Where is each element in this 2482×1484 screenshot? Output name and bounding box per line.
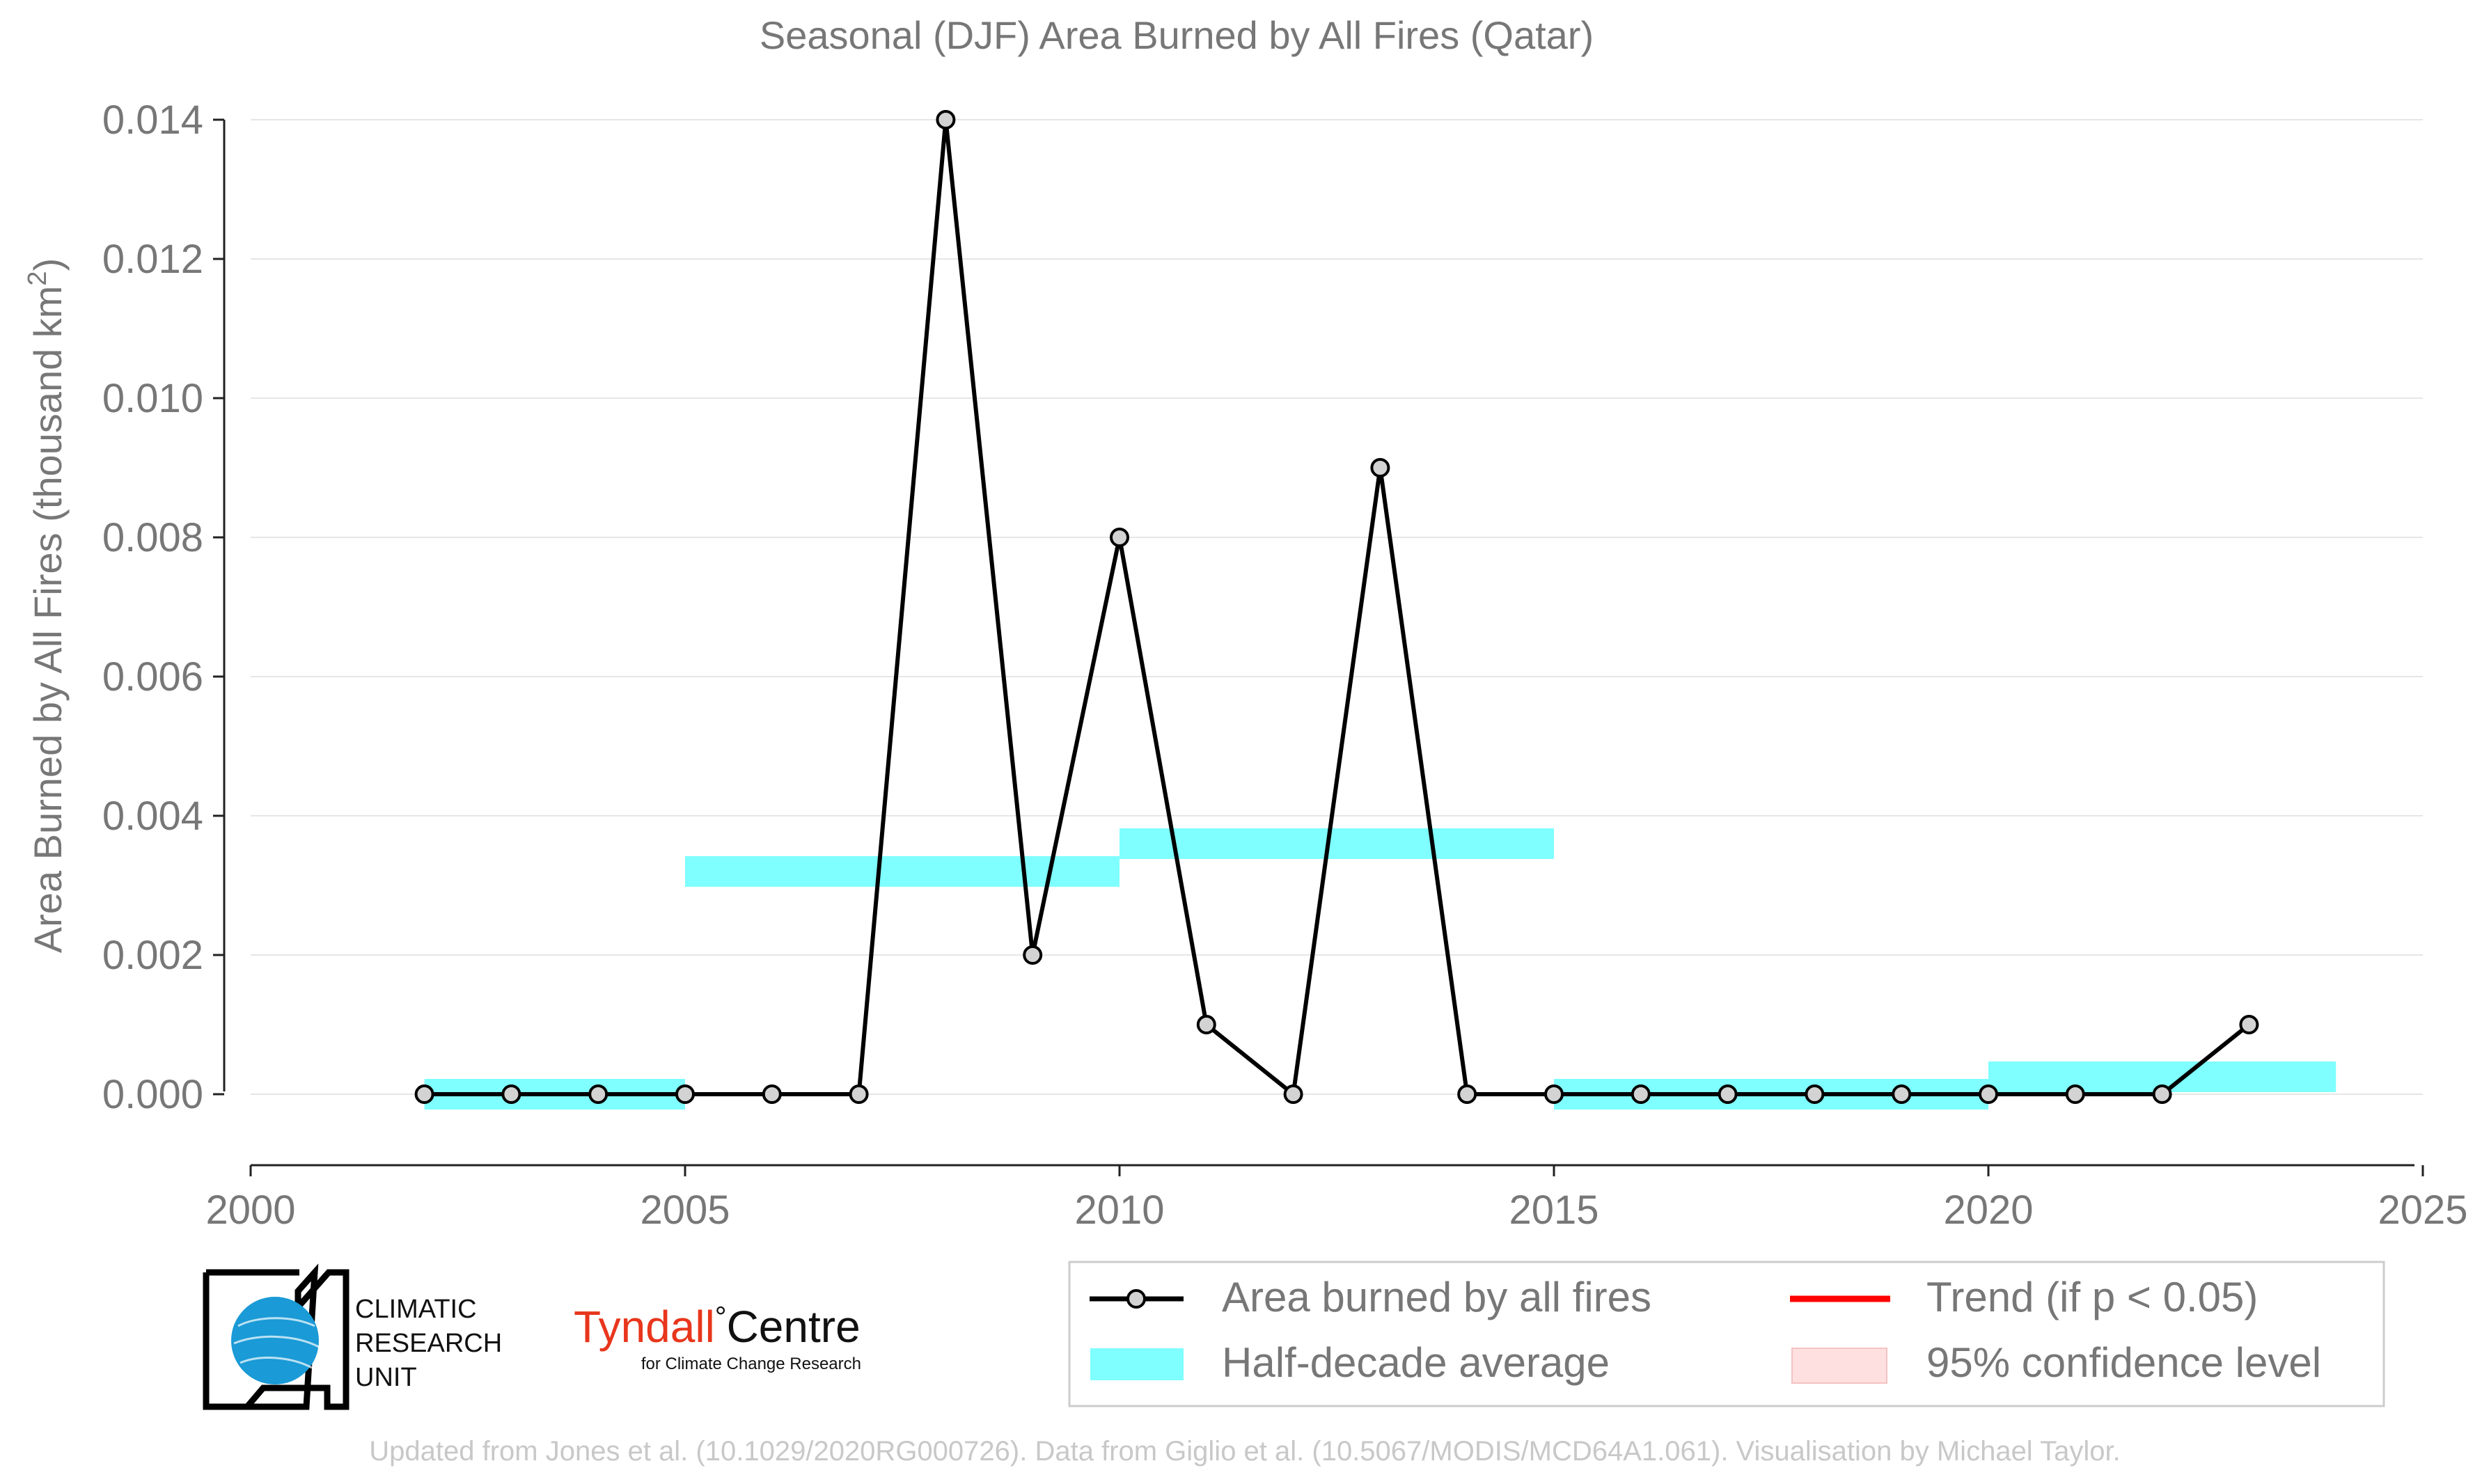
footer-credit: Updated from Jones et al. (10.1029/2020R…	[369, 1436, 2120, 1467]
y-tick-label: 0.006	[102, 654, 203, 700]
legend-swatch-band	[1090, 1348, 1184, 1380]
legend-label-trend: Trend (if p < 0.05)	[1926, 1274, 2258, 1320]
data-point	[1110, 528, 1129, 547]
svg-text:Tyndall°Centre: Tyndall°Centre	[574, 1300, 861, 1352]
data-point	[1544, 1084, 1564, 1104]
cru-logo-line3: UNIT	[355, 1363, 417, 1392]
cru-logo-line2: RESEARCH	[355, 1329, 502, 1358]
tyndall-name-red: Tyndall	[574, 1302, 715, 1352]
y-axis-label-sup: 2	[23, 271, 52, 285]
x-tick-label: 2005	[640, 1187, 730, 1233]
data-point	[1023, 945, 1043, 965]
cru-logo-globe-lines	[233, 1317, 320, 1369]
legend-swatch-marker	[1126, 1289, 1146, 1309]
y-axis-label: Area Burned by All Fires (thousand km2)	[23, 258, 70, 953]
data-point	[1718, 1084, 1738, 1104]
legend-label-half-decade: Half-decade average	[1222, 1339, 1610, 1386]
legend-item-confidence: 95% confidence level	[1791, 1339, 2321, 1386]
data-point	[1631, 1084, 1651, 1104]
cru-logo-frame	[203, 1263, 349, 1410]
data-point	[1805, 1084, 1825, 1104]
legend-item-half-decade: Half-decade average	[1090, 1339, 1610, 1386]
x-tick-label: 2010	[1074, 1187, 1164, 1233]
data-point	[762, 1084, 782, 1104]
y-tick-label: 0.014	[102, 97, 203, 143]
tyndall-degree: °	[715, 1300, 727, 1333]
x-ticks: 2000 2005 2010 2015 2020 2025	[205, 1165, 2468, 1233]
data-point	[501, 1084, 521, 1104]
legend-item-trend: Trend (if p < 0.05)	[1790, 1274, 2258, 1320]
y-tick-label: 0.002	[102, 933, 203, 978]
y-tick-label: 0.000	[102, 1072, 203, 1117]
data-point	[1457, 1084, 1477, 1104]
y-tick-label: 0.004	[102, 794, 203, 839]
tyndall-name-black: Centre	[727, 1302, 861, 1352]
data-point	[2152, 1084, 2172, 1104]
legend-item-area-burned: Area burned by all fires	[1090, 1274, 1651, 1320]
data-point	[1370, 458, 1390, 477]
legend-swatch-confidence	[1791, 1348, 1887, 1384]
tyndall-logo: Tyndall°Centre for Climate Change Resear…	[574, 1300, 861, 1373]
half-decade-band	[1120, 828, 1554, 859]
x-tick-label: 2020	[1943, 1187, 2033, 1233]
series-layer	[414, 110, 2259, 1104]
y-axis-label-end: )	[26, 258, 70, 271]
data-point	[1196, 1015, 1216, 1034]
y-tick-label: 0.010	[102, 376, 203, 421]
y-tick-label: 0.008	[102, 515, 203, 560]
legend-label-area-burned: Area burned by all fires	[1222, 1274, 1651, 1320]
x-tick-label: 2025	[2378, 1187, 2467, 1233]
cru-logo-line1: CLIMATIC	[355, 1295, 477, 1324]
data-point	[2065, 1084, 2085, 1104]
data-point	[675, 1084, 695, 1104]
data-point	[1892, 1084, 1912, 1104]
y-tick-label: 0.012	[102, 237, 203, 282]
data-point	[936, 110, 956, 129]
data-point	[1979, 1084, 1998, 1104]
y-ticks: 0.000 0.002 0.004 0.006 0.008 0.010 0.012 0.014	[102, 97, 224, 1117]
legend: Area burned by all fires Trend (if p < 0…	[1068, 1261, 2385, 1407]
data-point	[849, 1084, 869, 1104]
y-axis-label-main: Area Burned by All Fires (thousand km	[26, 286, 70, 954]
legend-label-confidence: 95% confidence level	[1926, 1339, 2321, 1386]
tyndall-tagline: for Climate Change Research	[641, 1355, 861, 1373]
x-tick-label: 2000	[205, 1187, 295, 1233]
data-point	[2239, 1015, 2259, 1034]
legend-box	[1068, 1261, 2385, 1407]
cru-logo: CLIMATIC RESEARCH UNIT	[203, 1263, 502, 1410]
data-point	[1283, 1084, 1303, 1104]
data-point	[414, 1084, 434, 1104]
x-tick-label: 2015	[1509, 1187, 1599, 1233]
series-line	[424, 118, 2251, 1096]
data-point	[588, 1084, 608, 1104]
chart-title: Seasonal (DJF) Area Burned by All Fires …	[760, 13, 1594, 57]
